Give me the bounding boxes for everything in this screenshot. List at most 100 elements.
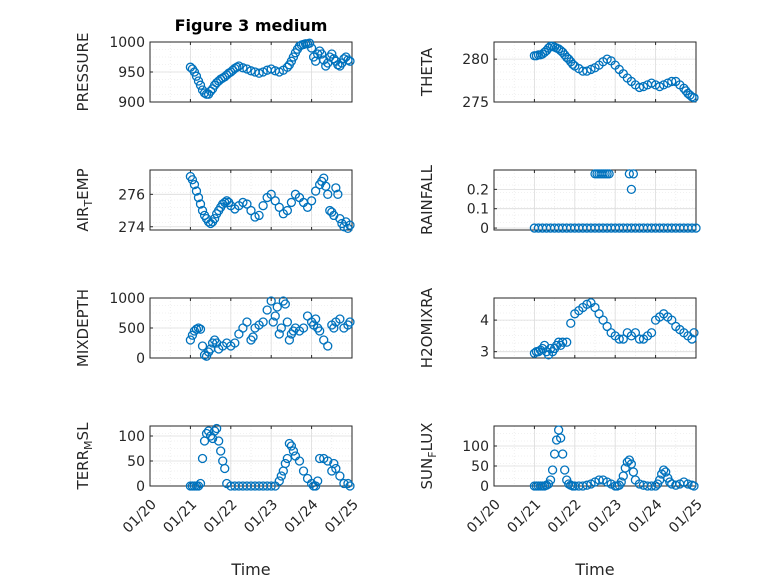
- y-tick-label: 275: [462, 95, 489, 111]
- x-tick-label: 01/21: [504, 497, 544, 537]
- data-point: [689, 93, 699, 103]
- data-point: [671, 480, 681, 490]
- data-point: [282, 453, 293, 464]
- data-point: [238, 197, 248, 208]
- data-point: [250, 212, 260, 222]
- data-point: [199, 88, 210, 98]
- y-tick-label: 100: [462, 439, 489, 455]
- data-point: [282, 205, 293, 216]
- data-point: [634, 334, 645, 344]
- subplot-4: 0 0.1 0.2 RAINFALL: [418, 164, 701, 237]
- data-point: [209, 426, 220, 436]
- data-point: [659, 465, 669, 475]
- data-point: [329, 458, 339, 469]
- y-tick-label: 500: [118, 321, 145, 337]
- y-axis-label: TERRMSL: [74, 422, 95, 491]
- x-tick-label: 01/20: [120, 497, 160, 537]
- data-point: [566, 318, 576, 328]
- data-point: [335, 314, 345, 324]
- x-tick-label: 01/22: [545, 497, 585, 537]
- data-point: [345, 317, 355, 327]
- data-point: [562, 337, 572, 347]
- data-point: [272, 302, 282, 312]
- data-point: [209, 213, 220, 224]
- data-point: [614, 334, 624, 344]
- data-point: [280, 299, 290, 309]
- data-point: [195, 80, 206, 90]
- x-tick-label: 01/20: [464, 497, 504, 537]
- data-point: [545, 475, 556, 485]
- data-point: [598, 315, 608, 325]
- data-point: [288, 446, 299, 456]
- data-point: [616, 477, 626, 487]
- data-point: [339, 222, 349, 232]
- data-point: [661, 467, 671, 477]
- data-point: [294, 456, 305, 466]
- data-point: [232, 62, 242, 72]
- data-point: [602, 321, 612, 332]
- data-point: [238, 63, 248, 73]
- data-point: [323, 341, 333, 351]
- data-point: [282, 317, 293, 327]
- data-point: [335, 471, 345, 481]
- data-point: [276, 323, 286, 333]
- data-point: [313, 476, 323, 486]
- data-point: [230, 338, 240, 348]
- data-point: [246, 66, 256, 76]
- x-tick-label: 01/24: [626, 497, 666, 537]
- data-point: [315, 326, 325, 336]
- y-tick-label: 3: [480, 345, 489, 361]
- y-tick-label: 50: [127, 454, 145, 470]
- data-point: [197, 341, 208, 351]
- data-point: [246, 205, 256, 216]
- data-point: [266, 189, 276, 199]
- data-point: [193, 481, 204, 491]
- data-point: [203, 426, 214, 436]
- y-axis-label: THETA: [418, 47, 436, 97]
- y-tick-label: 0: [480, 221, 489, 237]
- data-point: [197, 453, 208, 464]
- data-point: [339, 54, 349, 64]
- data-point: [689, 481, 699, 491]
- data-point: [284, 438, 295, 449]
- y-tick-label: 0: [480, 479, 489, 495]
- data-point: [284, 335, 295, 345]
- x-tick-label: 01/25: [666, 497, 706, 537]
- y-tick-label: 0.1: [467, 202, 489, 218]
- y-tick-label: 900: [118, 95, 145, 111]
- data-point: [568, 59, 578, 69]
- y-axis-label: H2OMIXRA: [418, 287, 436, 368]
- data-point: [266, 481, 276, 491]
- data-point: [553, 425, 564, 435]
- data-point: [310, 314, 321, 324]
- data-point: [298, 466, 309, 476]
- x-tick-label: 01/24: [282, 497, 322, 537]
- data-point: [276, 471, 286, 481]
- data-point: [306, 196, 317, 206]
- data-point: [646, 328, 657, 338]
- data-point: [258, 317, 268, 327]
- subplot-6: 3 4 H2OMIXRA: [418, 287, 699, 368]
- data-point: [345, 481, 355, 491]
- data-point: [193, 323, 204, 333]
- data-point: [220, 463, 230, 474]
- subplot-8: 0 50 100 SUNFLUX 01/20 01/21 01/22 01/23 01/24 01…: [418, 423, 706, 537]
- axes-box: [493, 297, 697, 359]
- data-point: [343, 55, 353, 65]
- data-point: [306, 43, 317, 53]
- y-tick-label: 1000: [109, 35, 145, 51]
- x-tick-label: 01/22: [201, 497, 241, 537]
- x-axis-label-left: Time: [230, 560, 270, 579]
- data-point: [547, 465, 558, 475]
- data-point: [323, 189, 333, 199]
- y-tick-label: 276: [118, 187, 145, 203]
- y-axis-label: PRESSURE: [74, 33, 92, 112]
- data-point: [594, 309, 604, 319]
- data-point: [331, 463, 341, 474]
- data-point: [628, 169, 639, 179]
- data-point: [310, 186, 321, 196]
- data-point: [667, 76, 677, 87]
- data-point: [339, 478, 349, 489]
- data-point: [242, 317, 252, 327]
